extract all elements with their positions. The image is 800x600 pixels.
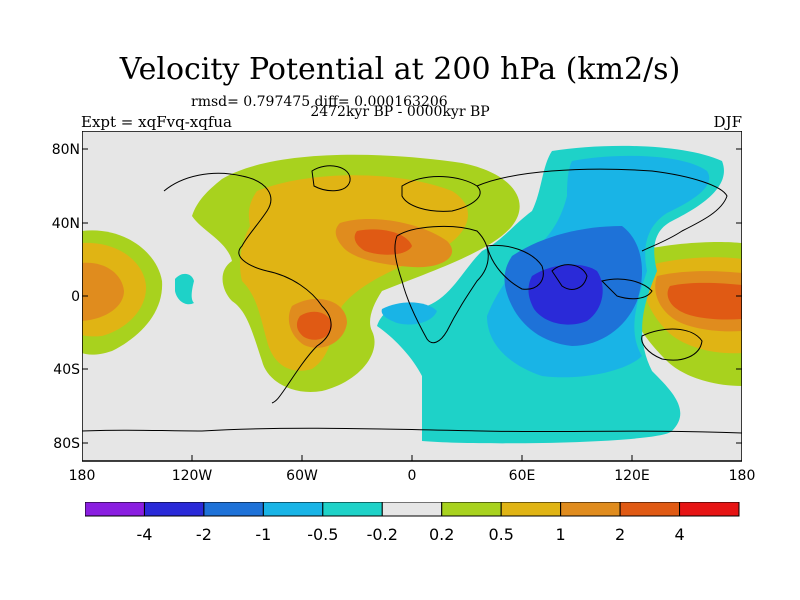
lon-label-120e: 120E	[614, 468, 650, 484]
colorbar-box	[619, 502, 681, 517]
colorbar-box	[381, 502, 443, 517]
lat-ticks	[82, 148, 742, 444]
colorbar-box	[441, 502, 502, 517]
lon-label-60e: 60E	[509, 468, 536, 484]
colorbar-box	[560, 502, 621, 517]
positive-anomaly-region	[296, 311, 332, 340]
colorbar-label: -4	[136, 525, 152, 544]
colorbar: -4 -2 -1 -0.5 -0.2 0.2 0.5 1 2 4	[85, 502, 740, 544]
map-title: Velocity Potential at 200 hPa (km2/s)	[119, 52, 681, 87]
colorbar-box	[85, 502, 145, 517]
colorbar-label: 0.5	[488, 525, 513, 544]
positive-anomaly-region	[667, 282, 742, 320]
colorbar-box	[143, 502, 205, 517]
velocity-potential-map	[82, 131, 742, 462]
negative-anomaly-region	[381, 302, 437, 325]
longitude-axis: 180 120W 60W 0 60E 120E 180	[69, 468, 756, 484]
colorbar-label: 1	[556, 525, 566, 544]
colorbar-box	[262, 502, 324, 517]
rmsd-diff-stats: rmsd= 0.797475 diff= 0.000163206	[191, 94, 448, 110]
lat-label-0: 0	[71, 289, 80, 305]
colorbar-box	[500, 502, 562, 517]
lon-label-120w: 120W	[172, 468, 213, 484]
colorbar-box	[322, 502, 383, 517]
colorbar-label: -0.2	[367, 525, 398, 544]
lon-ticks	[191, 455, 633, 461]
season-label: DJF	[713, 113, 742, 131]
lat-label-40s: 40S	[53, 362, 80, 378]
latitude-axis: 80N 40N 0 40S 80S	[52, 142, 80, 452]
colorbar-box	[203, 502, 264, 517]
lat-label-80s: 80S	[53, 436, 80, 452]
experiment-label: Expt = xqFvq-xqfua	[81, 113, 232, 131]
lon-label-180w: 180	[69, 468, 96, 484]
colorbar-label: 0.2	[429, 525, 454, 544]
positive-anomaly-region	[82, 262, 124, 321]
lat-label-40n: 40N	[52, 216, 80, 232]
lat-label-80n: 80N	[52, 142, 80, 158]
lon-label-180e: 180	[729, 468, 756, 484]
colorbar-label: -0.5	[307, 525, 338, 544]
colorbar-label: -1	[255, 525, 271, 544]
negative-anomaly-region	[175, 273, 194, 305]
lon-label-0: 0	[408, 468, 417, 484]
colorbar-box	[679, 502, 740, 517]
colorbar-label: 4	[674, 525, 684, 544]
colorbar-label: -2	[196, 525, 212, 544]
colorbar-label: 2	[615, 525, 625, 544]
negative-anomaly-region	[528, 264, 603, 325]
period-label: 2472kyr BP - 0000kyr BP	[310, 104, 490, 120]
lon-label-60w: 60W	[286, 468, 318, 484]
coastlines	[82, 165, 742, 434]
